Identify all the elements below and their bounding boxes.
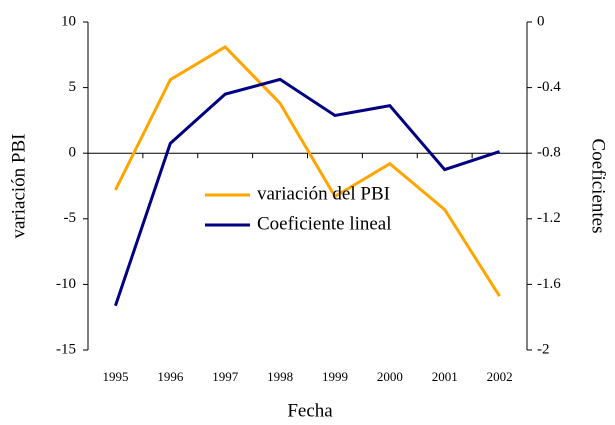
x-tick-label: 1997 <box>212 369 239 384</box>
x-tick-label: 1995 <box>102 369 128 384</box>
y-tick-label: 10 <box>61 13 76 29</box>
y2-tick-label: -2 <box>537 341 550 357</box>
x-tick-label: 1996 <box>157 369 184 384</box>
y2-tick-label: 0 <box>537 13 545 29</box>
y2-axis-title: Coeficientes <box>588 139 609 234</box>
x-axis-title: Fecha <box>287 400 333 421</box>
x-tick-label: 1998 <box>267 369 293 384</box>
series-line <box>114 45 501 298</box>
y-tick-label: -10 <box>56 276 76 292</box>
y2-tick-label: -1.2 <box>537 210 561 226</box>
y-tick-label: -15 <box>56 341 76 357</box>
y-tick-label: 0 <box>69 145 77 161</box>
y-tick-label: -5 <box>64 210 77 226</box>
x-tick-label: 2000 <box>377 369 403 384</box>
legend-label: Coeficiente lineal <box>257 213 392 234</box>
y2-tick-label: -0.8 <box>537 145 561 161</box>
y2-tick-label: -0.4 <box>537 79 561 95</box>
x-tick-label: 1999 <box>322 369 348 384</box>
y2-tick-label: -1.6 <box>537 276 561 292</box>
series-line <box>114 77 501 307</box>
y-tick-label: 5 <box>69 79 77 95</box>
x-tick-label: 2001 <box>432 369 458 384</box>
x-tick-label: 2002 <box>487 369 513 384</box>
legend-label: variación del PBI <box>257 183 390 204</box>
y-axis-title: variación PBI <box>8 133 29 238</box>
